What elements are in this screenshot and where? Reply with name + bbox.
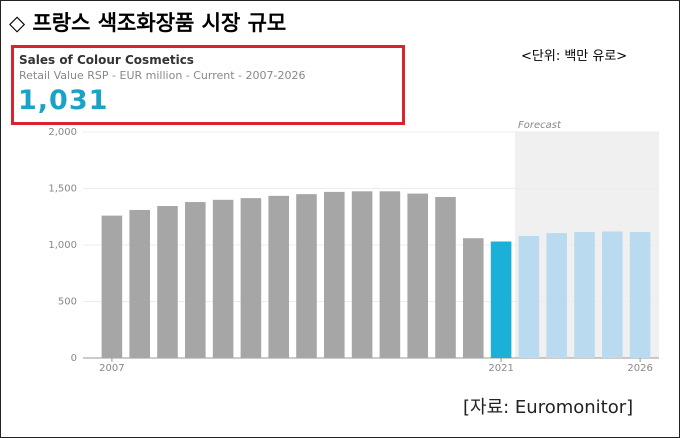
unit-note: <단위: 백만 유로> bbox=[521, 49, 628, 64]
source: [자료: Euromonitor] bbox=[463, 397, 634, 418]
bar bbox=[546, 233, 567, 358]
highlight-box bbox=[11, 45, 405, 125]
bar bbox=[185, 202, 206, 358]
bar bbox=[518, 235, 540, 358]
x-tick-label: 2007 bbox=[99, 363, 124, 374]
bar bbox=[407, 193, 428, 358]
chart-title: ◇ 프랑스 색조화장품 시장 규모 bbox=[9, 11, 287, 35]
x-tick-label: 2026 bbox=[627, 363, 652, 374]
x-tick-label: 2021 bbox=[488, 363, 513, 374]
headline: 1,031 bbox=[18, 85, 109, 116]
bar bbox=[268, 195, 289, 358]
forecast-label: Forecast bbox=[518, 120, 562, 131]
bar bbox=[324, 191, 345, 358]
y-tick-label: 1,000 bbox=[48, 240, 77, 251]
y-tick-label: 0 bbox=[71, 353, 77, 364]
bar bbox=[129, 209, 150, 358]
bar bbox=[379, 191, 401, 358]
bar bbox=[574, 232, 595, 358]
bar bbox=[296, 194, 317, 358]
y-tick-label: 2,000 bbox=[48, 127, 77, 138]
y-tick-label: 500 bbox=[58, 297, 77, 308]
bar bbox=[629, 232, 651, 358]
bar bbox=[435, 196, 456, 358]
bar bbox=[212, 199, 234, 358]
description: Retail Value RSP - EUR million - Current… bbox=[19, 69, 306, 82]
bar bbox=[351, 191, 373, 358]
bar bbox=[490, 241, 512, 358]
y-tick-label: 1,500 bbox=[48, 184, 77, 195]
bar bbox=[463, 238, 484, 358]
bar bbox=[101, 215, 123, 358]
subtitle: Sales of Colour Cosmetics bbox=[19, 53, 194, 67]
bar bbox=[240, 198, 262, 358]
bar bbox=[157, 206, 178, 358]
bar bbox=[602, 231, 623, 358]
